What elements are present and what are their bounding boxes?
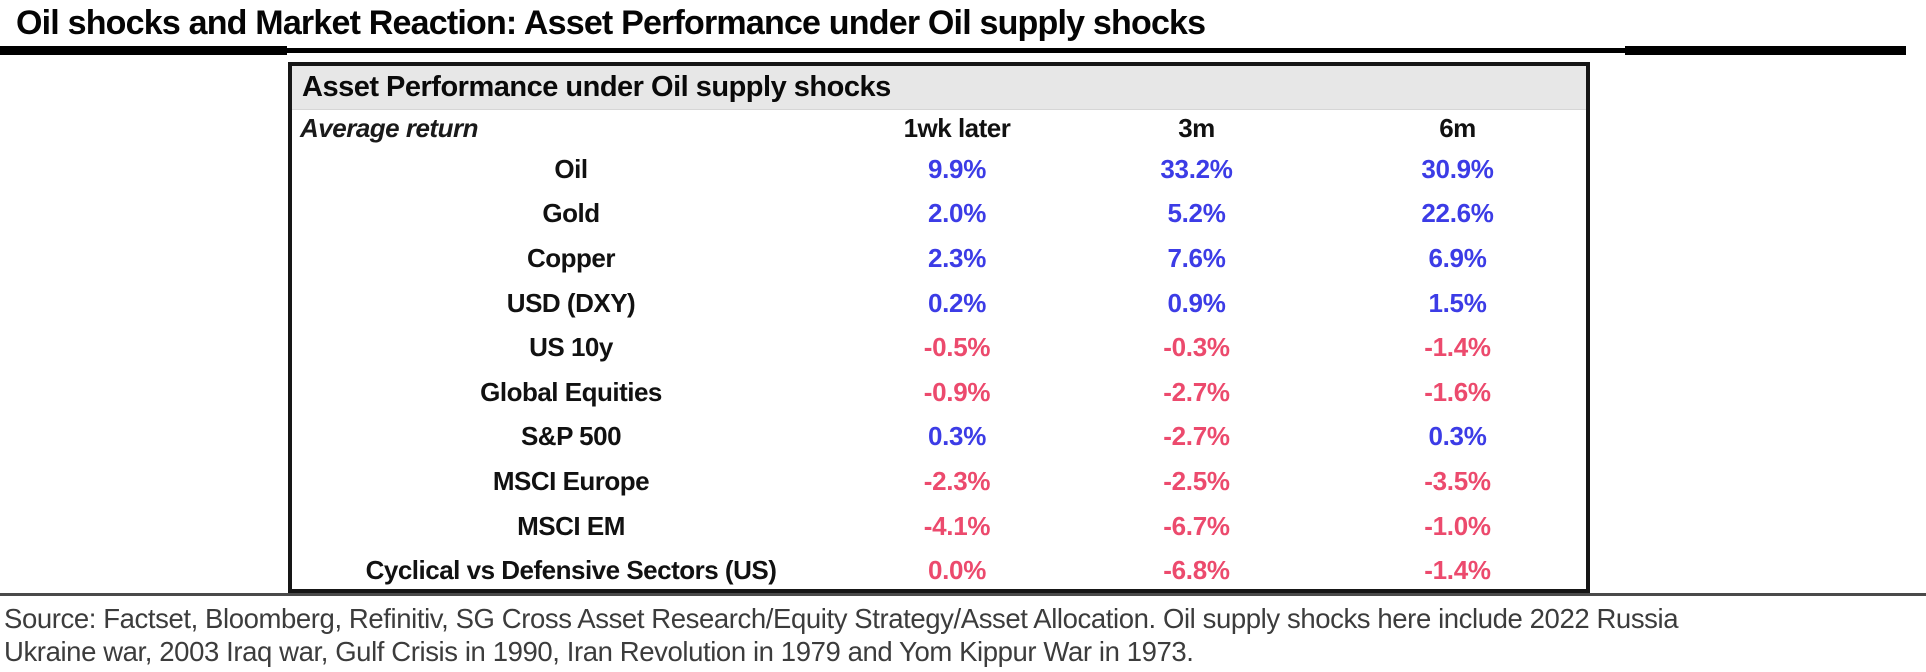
return-value: -1.4% bbox=[1424, 332, 1491, 363]
table-row: USD (DXY) 0.2% 0.9% 1.5% bbox=[292, 281, 1586, 326]
return-value: 0.2% bbox=[927, 287, 987, 318]
asset-performance-table: Asset Performance under Oil supply shock… bbox=[288, 62, 1590, 593]
table-row: Copper 2.3% 7.6% 6.9% bbox=[292, 236, 1586, 281]
table-row: Oil 9.9% 33.2% 30.9% bbox=[292, 147, 1586, 192]
asset-label: Copper bbox=[527, 242, 616, 273]
title-underline-right-segment bbox=[1625, 46, 1906, 55]
asset-label: Cyclical vs Defensive Sectors (US) bbox=[365, 555, 777, 586]
table-row: Cyclical vs Defensive Sectors (US) 0.0% -6… bbox=[292, 548, 1586, 593]
return-value: -0.5% bbox=[923, 332, 991, 363]
return-value: -1.4% bbox=[1424, 555, 1491, 586]
return-value: 2.0% bbox=[927, 198, 987, 229]
return-value: 6.9% bbox=[1428, 242, 1487, 273]
return-value: 9.9% bbox=[927, 153, 987, 184]
return-value: 2.3% bbox=[927, 242, 987, 273]
asset-label: US 10y bbox=[529, 332, 613, 363]
return-value: 0.3% bbox=[1428, 421, 1487, 452]
table-title: Asset Performance under Oil supply shock… bbox=[302, 71, 891, 103]
table-column-header-row: Average return 1wk later 3m 6m bbox=[292, 110, 1586, 147]
page-title: Oil shocks and Market Reaction: Asset Pe… bbox=[16, 4, 1206, 42]
table-body: Oil 9.9% 33.2% 30.9% Gold 2.0% 5.2% 22.6% Copper… bbox=[292, 147, 1586, 593]
source-note: Source: Factset, Bloomberg, Refinitiv, S… bbox=[4, 602, 1922, 668]
return-value: -3.5% bbox=[1424, 465, 1491, 496]
return-value: 7.6% bbox=[1167, 242, 1226, 273]
column-header-6m: 6m bbox=[1439, 113, 1476, 143]
asset-label: Gold bbox=[542, 198, 600, 229]
return-value: 5.2% bbox=[1167, 198, 1226, 229]
return-value: -2.5% bbox=[1163, 465, 1230, 496]
return-value: -1.0% bbox=[1424, 510, 1491, 541]
return-value: 33.2% bbox=[1160, 153, 1233, 184]
table-title-band: Asset Performance under Oil supply shock… bbox=[292, 66, 1586, 110]
return-value: -6.8% bbox=[1163, 555, 1230, 586]
table-row: S&P 500 0.3% -2.7% 0.3% bbox=[292, 415, 1586, 460]
return-value: -2.7% bbox=[1163, 376, 1230, 407]
source-line-2: Ukraine war, 2003 Iraq war, Gulf Crisis … bbox=[4, 636, 1194, 667]
source-line-1: Source: Factset, Bloomberg, Refinitiv, S… bbox=[4, 603, 1679, 634]
return-value: -0.3% bbox=[1163, 332, 1230, 363]
asset-label: USD (DXY) bbox=[506, 287, 636, 318]
return-value: 0.0% bbox=[927, 555, 987, 586]
asset-label: MSCI EM bbox=[517, 510, 625, 541]
table-row: US 10y -0.5% -0.3% -1.4% bbox=[292, 325, 1586, 370]
asset-label: Global Equities bbox=[480, 376, 662, 407]
table-row: Global Equities -0.9% -2.7% -1.6% bbox=[292, 370, 1586, 415]
table-row: MSCI Europe -2.3% -2.5% -3.5% bbox=[292, 459, 1586, 504]
return-value: -1.6% bbox=[1424, 376, 1491, 407]
title-underline bbox=[0, 48, 1906, 53]
asset-label: Oil bbox=[554, 153, 588, 184]
table-row: Gold 2.0% 5.2% 22.6% bbox=[292, 192, 1586, 237]
footer-divider bbox=[0, 593, 1926, 596]
return-value: -6.7% bbox=[1163, 510, 1230, 541]
corner-label-average-return: Average return bbox=[300, 113, 478, 143]
table-row: MSCI EM -4.1% -6.7% -1.0% bbox=[292, 504, 1586, 549]
asset-label: MSCI Europe bbox=[492, 465, 650, 496]
return-value: 0.9% bbox=[1167, 287, 1226, 318]
column-header-1wk-later: 1wk later bbox=[903, 113, 1011, 143]
return-value: -2.3% bbox=[923, 465, 991, 496]
asset-label: S&P 500 bbox=[520, 421, 622, 452]
return-value: 1.5% bbox=[1428, 287, 1487, 318]
return-value: 22.6% bbox=[1421, 198, 1494, 229]
column-header-3m: 3m bbox=[1178, 113, 1215, 143]
return-value: 0.3% bbox=[927, 421, 987, 452]
return-value: -4.1% bbox=[923, 510, 991, 541]
return-value: 30.9% bbox=[1421, 153, 1494, 184]
return-value: -0.9% bbox=[923, 376, 991, 407]
return-value: -2.7% bbox=[1163, 421, 1230, 452]
